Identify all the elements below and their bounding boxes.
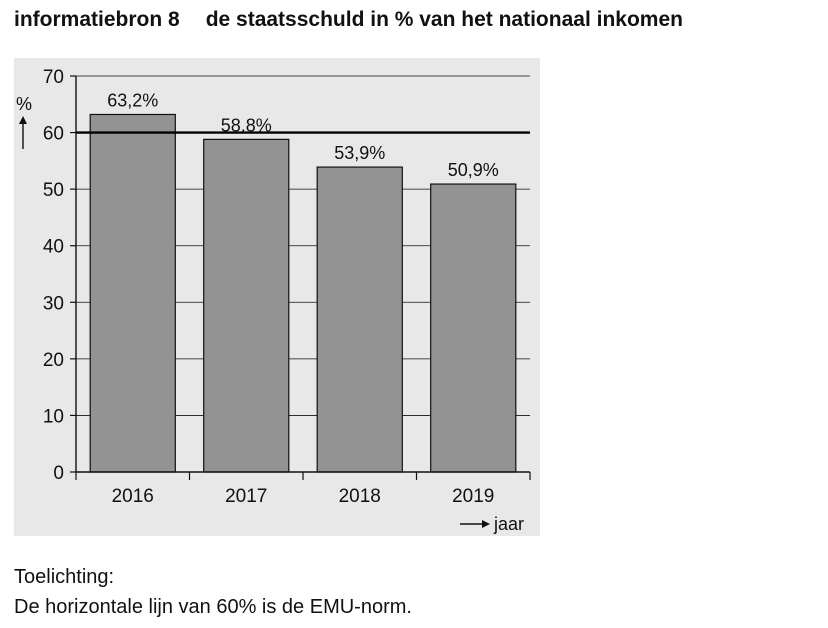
data-label-2016: 63,2% — [107, 90, 158, 110]
data-label-2018: 53,9% — [334, 143, 385, 163]
x-tick-label-2019: 2019 — [452, 486, 494, 507]
y-tick-label: 0 — [53, 463, 64, 484]
bar-2017 — [203, 138, 290, 473]
bar-chart: 0 10 20 30 40 50 60 70 2016 2017 2018 2019 63,2% 58,… — [14, 58, 540, 536]
source-label: informatiebron 8 — [14, 8, 180, 31]
y-tick-label: 40 — [43, 237, 64, 258]
x-axis-arrow-icon — [460, 520, 490, 528]
data-label-2017: 58,8% — [221, 115, 272, 135]
x-tick-label-2016: 2016 — [112, 486, 154, 507]
bar-2019 — [430, 183, 517, 473]
y-axis-label: % — [16, 94, 32, 114]
x-tick-label-2018: 2018 — [339, 486, 381, 507]
y-tick-label: 50 — [43, 180, 64, 201]
bar-2018 — [316, 166, 403, 473]
y-axis-arrow-icon — [19, 116, 27, 149]
axes: 0 10 20 30 40 50 60 70 2016 2017 2018 2019 — [43, 67, 531, 507]
chart-title: de staatsschuld in % van het nationaal i… — [205, 8, 683, 31]
x-axis-label: jaar — [493, 514, 524, 534]
chart-heading: informatiebron 8 de staatsschuld in % van… — [14, 8, 683, 32]
note-text: De horizontale lijn van 60% is de EMU-no… — [14, 596, 412, 618]
x-tick-label-2017: 2017 — [225, 486, 267, 507]
y-tick-label: 60 — [43, 124, 64, 145]
bar-2016 — [89, 113, 176, 473]
y-tick-label: 70 — [43, 67, 64, 88]
y-tick-label: 30 — [43, 293, 64, 314]
data-labels: 63,2% 58,8% 53,9% 50,9% — [107, 90, 499, 180]
data-label-2019: 50,9% — [448, 160, 499, 180]
note-label: Toelichting: — [14, 566, 115, 588]
y-tick-label: 10 — [43, 406, 64, 427]
y-tick-label: 20 — [43, 350, 64, 371]
